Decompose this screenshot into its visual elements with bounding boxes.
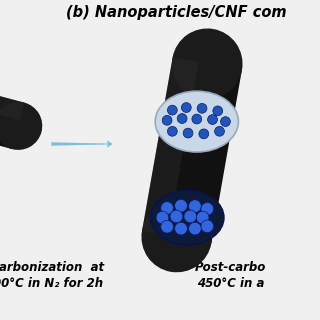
Ellipse shape bbox=[175, 199, 187, 212]
Text: carbonization  at: carbonization at bbox=[0, 261, 104, 274]
Ellipse shape bbox=[177, 114, 187, 124]
Text: (b) Nanoparticles/CNF com: (b) Nanoparticles/CNF com bbox=[66, 5, 286, 20]
Ellipse shape bbox=[150, 190, 224, 245]
Ellipse shape bbox=[141, 202, 212, 272]
Ellipse shape bbox=[215, 126, 224, 136]
Ellipse shape bbox=[199, 129, 209, 139]
Ellipse shape bbox=[188, 222, 201, 235]
Ellipse shape bbox=[155, 91, 238, 152]
Polygon shape bbox=[142, 58, 199, 236]
Polygon shape bbox=[0, 88, 24, 149]
Ellipse shape bbox=[175, 222, 187, 235]
Ellipse shape bbox=[181, 103, 191, 112]
Ellipse shape bbox=[213, 106, 223, 116]
Ellipse shape bbox=[192, 114, 202, 124]
Ellipse shape bbox=[220, 117, 230, 126]
Ellipse shape bbox=[167, 105, 177, 115]
Ellipse shape bbox=[201, 220, 214, 233]
Ellipse shape bbox=[197, 103, 207, 113]
Ellipse shape bbox=[196, 211, 209, 224]
Ellipse shape bbox=[184, 210, 196, 223]
Ellipse shape bbox=[170, 210, 183, 223]
Ellipse shape bbox=[188, 200, 201, 212]
Ellipse shape bbox=[172, 28, 243, 99]
Ellipse shape bbox=[208, 115, 217, 124]
Ellipse shape bbox=[0, 102, 42, 150]
Text: 450°C in a: 450°C in a bbox=[197, 277, 264, 290]
Ellipse shape bbox=[172, 28, 243, 99]
Ellipse shape bbox=[161, 220, 173, 233]
Ellipse shape bbox=[201, 203, 214, 215]
Ellipse shape bbox=[167, 126, 177, 136]
Text: 00°C in N₂ for 2h: 00°C in N₂ for 2h bbox=[0, 277, 103, 290]
Polygon shape bbox=[0, 88, 24, 120]
Ellipse shape bbox=[161, 202, 173, 214]
Ellipse shape bbox=[141, 202, 212, 272]
Text: Post-carbo: Post-carbo bbox=[195, 261, 266, 274]
Ellipse shape bbox=[0, 102, 42, 150]
Ellipse shape bbox=[183, 128, 193, 138]
Ellipse shape bbox=[156, 211, 169, 224]
Ellipse shape bbox=[162, 116, 172, 125]
Polygon shape bbox=[142, 58, 242, 243]
